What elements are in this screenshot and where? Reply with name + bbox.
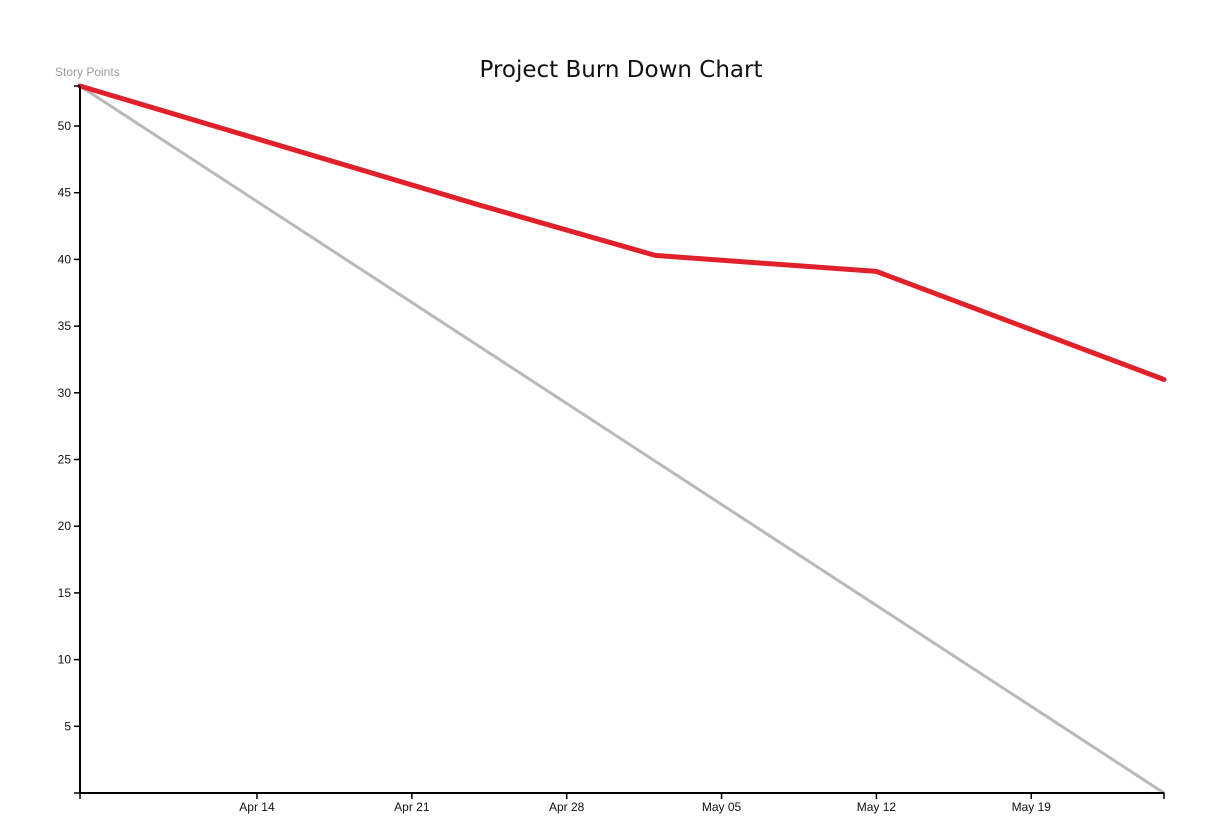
y-tick-label: 35 (58, 319, 72, 333)
y-tick-label: 5 (64, 719, 71, 733)
y-tick-label: 25 (58, 453, 72, 467)
x-tick-label: May 19 (1012, 800, 1052, 814)
y-tick-label: 30 (58, 386, 72, 400)
y-tick-label: 40 (58, 252, 72, 266)
actual-burndown-line (77, 83, 1167, 382)
y-tick-label: 50 (58, 119, 72, 133)
axes (79, 86, 1164, 794)
ideal-burndown-line (78, 84, 1166, 795)
chart-title: Project Burn Down Chart (480, 57, 763, 83)
x-tick-label: May 05 (702, 800, 742, 814)
x-tick-label: Apr 21 (394, 800, 430, 814)
y-tick-label: 20 (58, 519, 72, 533)
x-tick-label: May 12 (857, 800, 897, 814)
x-ticks: Apr 14 Apr 21 Apr 28 May 05 May 12 May 19 (79, 793, 1165, 814)
x-tick-label: Apr 14 (239, 800, 275, 814)
plot-series (77, 83, 1167, 795)
y-tick-label: 15 (58, 586, 72, 600)
y-tick-label: 45 (58, 186, 72, 200)
y-ticks: 5 10 15 20 25 30 35 40 45 50 (58, 85, 80, 794)
x-tick-label: Apr 28 (549, 800, 585, 814)
y-axis-label: Story Points (55, 65, 120, 79)
y-tick-label: 10 (58, 653, 72, 667)
